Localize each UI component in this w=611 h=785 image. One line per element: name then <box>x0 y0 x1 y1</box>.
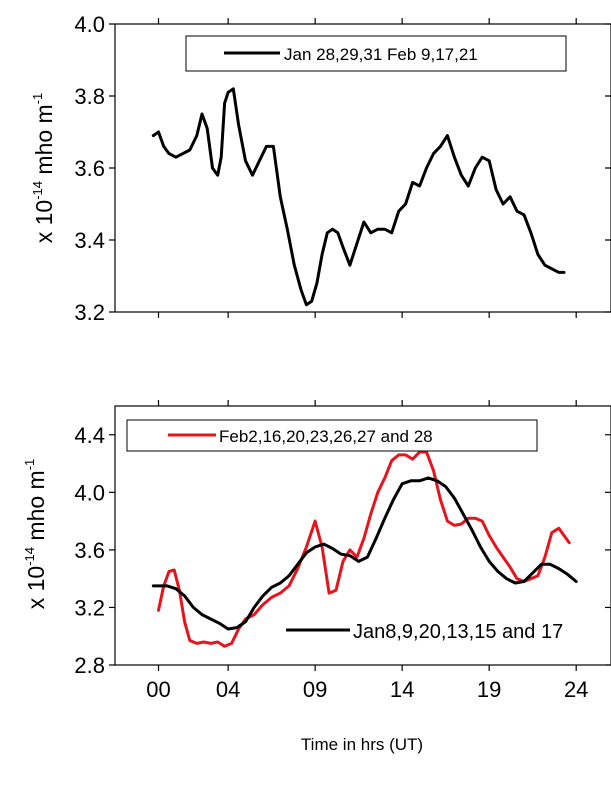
top-legend: Jan 28,29,31 Feb 9,17,21 <box>185 35 567 72</box>
y-tick-label: 3.6 <box>74 538 105 563</box>
x-tick-label: 24 <box>564 677 588 702</box>
series-line-0-0 <box>151 87 566 307</box>
top-y-axis-prefix: x 10 <box>31 200 57 243</box>
top-y-axis-unit: mho m <box>31 104 57 181</box>
bottom-y-axis-prefix: x 10 <box>23 566 49 609</box>
top-y-axis-title: x 10-14 mho m-1 <box>30 93 57 244</box>
y-tick-label: 4.0 <box>74 12 105 37</box>
top-y-axis-exponent: -14 <box>30 181 45 200</box>
bottom-y-axis-exponent: -14 <box>22 547 37 566</box>
y-tick-label: 4.4 <box>74 423 105 448</box>
series-line-1-0 <box>157 450 571 648</box>
y-tick-label: 3.4 <box>74 228 105 253</box>
x-tick-label: 19 <box>477 677 501 702</box>
x-axis-title: Time in hrs (UT) <box>301 735 423 754</box>
bottom-legend-black: Jan8,9,20,13,15 and 17 <box>286 621 563 643</box>
y-tick-label: 3.8 <box>74 84 105 109</box>
x-tick-label: 04 <box>216 677 240 702</box>
bottom-series-layer <box>151 450 578 648</box>
bottom-legend-red: Feb2,16,20,23,26,27 and 28 <box>126 419 538 452</box>
bottom-legend-red-box <box>126 419 538 452</box>
bottom-y-axis-unit: mho m <box>23 470 49 547</box>
x-tick-label: 09 <box>303 677 327 702</box>
bottom-axis-ticks: 2.8 3.2 3.6 4.0 4.4 00 04 09 14 19 24 <box>74 400 611 702</box>
bottom-plot-frame <box>114 405 611 666</box>
y-tick-label: 3.2 <box>74 300 105 325</box>
y-tick-label: 2.8 <box>74 653 105 678</box>
top-panel: 3.2 3.4 3.6 3.8 4.0 x 10-14 mho m-1 Jan 28,2… <box>30 12 611 325</box>
y-tick-label: 3.6 <box>74 156 105 181</box>
top-legend-label: Jan 28,29,31 Feb 9,17,21 <box>284 45 478 64</box>
top-axis-ticks: 3.2 3.4 3.6 3.8 4.0 <box>74 12 611 325</box>
x-tick-label: 00 <box>146 677 170 702</box>
bottom-legend-black-label: Jan8,9,20,13,15 and 17 <box>353 621 563 643</box>
y-tick-label: 3.2 <box>74 595 105 620</box>
top-series-layer <box>151 87 566 307</box>
bottom-panel: 2.8 3.2 3.6 4.0 4.4 00 04 09 14 19 24 x 10-14 mho … <box>22 400 611 754</box>
x-tick-label: 14 <box>390 677 414 702</box>
top-y-axis-unit-exponent: -1 <box>30 93 45 105</box>
bottom-y-axis-unit-exponent: -1 <box>22 459 37 471</box>
y-tick-label: 4.0 <box>74 480 105 505</box>
bottom-y-axis-title: x 10-14 mho m-1 <box>22 459 49 610</box>
series-line-1-1 <box>151 476 578 631</box>
bottom-legend-red-label: Feb2,16,20,23,26,27 and 28 <box>219 427 433 446</box>
